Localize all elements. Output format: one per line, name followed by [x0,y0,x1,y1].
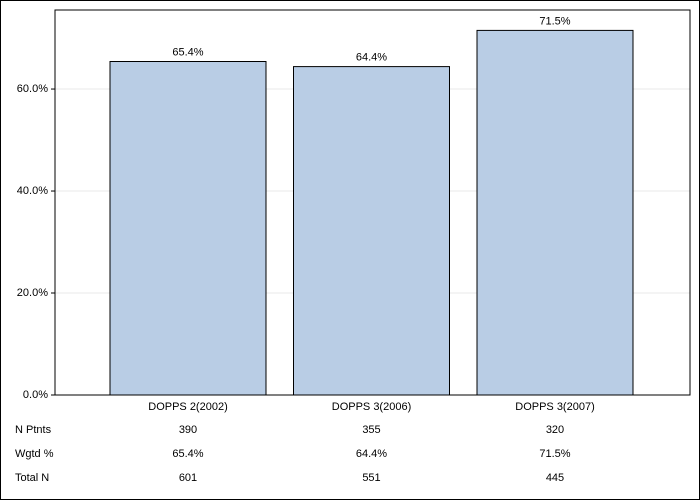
table-cell: 355 [362,424,380,436]
bar [476,29,634,396]
row-label: Total N [15,472,49,484]
table-cell: 65.4% [172,448,203,460]
y-tick-label: 60.0% [17,83,48,95]
plot-frame [54,9,691,396]
x-tick-label: DOPPS 3(2007) [515,401,594,413]
table-cell: 601 [179,472,197,484]
row-label: N Ptnts [15,424,52,436]
y-tick-label: 0.0% [23,389,48,401]
table-cell: 390 [179,424,197,436]
row-label: Wgtd % [15,448,54,460]
table-cell: 551 [362,472,380,484]
table-cell: 71.5% [539,448,570,460]
value-label: 71.5% [539,15,570,27]
y-tick-label: 20.0% [17,287,48,299]
x-tick-label: DOPPS 2(2002) [148,401,227,413]
table-cell: 445 [546,472,564,484]
bar [109,61,267,396]
table-cell: 320 [546,424,564,436]
value-label: 65.4% [172,46,203,58]
value-label: 64.4% [356,52,387,64]
table-cell: 64.4% [356,448,387,460]
x-tick-label: DOPPS 3(2006) [332,401,411,413]
bar [293,66,450,396]
y-tick-label: 40.0% [17,185,48,197]
